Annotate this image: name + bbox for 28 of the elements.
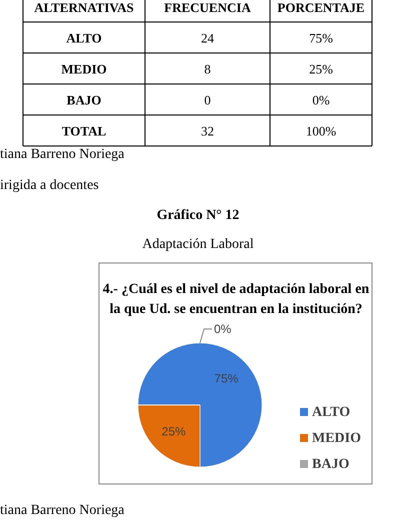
data-label: 25% [162, 424, 186, 438]
chart-title: 4.- ¿Cuál es el nivel de adaptación laboral en la que Ud. se encuentran en la institución? [102, 282, 370, 317]
text: MEDIO [61, 62, 107, 76]
text: FRECUENCIA [164, 0, 252, 15]
text: 25% [309, 62, 334, 76]
text: TOTAL [62, 124, 106, 138]
text: Gráfico N° 12 [156, 208, 240, 223]
text: 0% [214, 322, 232, 336]
text: irigida a docentes [0, 178, 99, 193]
legend-label: BAJO [312, 457, 350, 472]
legend-label: ALTO [312, 405, 350, 420]
text: 24 [201, 30, 214, 46]
text: tiana Barreno Noriega [0, 503, 126, 518]
text: ALTERNATIVAS [34, 0, 134, 15]
text: ALTO [66, 30, 102, 46]
text: Adaptación Laboral [142, 237, 254, 252]
legend-label: MEDIO [312, 431, 362, 446]
text: 0% [312, 92, 330, 108]
data-label: 75% [214, 372, 239, 386]
text: tiana Barreno Noriega [0, 147, 126, 162]
text: PORCENTAJE [277, 0, 365, 15]
text: 100% [306, 124, 336, 138]
text: 32 [201, 124, 214, 138]
text: 0 [204, 92, 211, 108]
text: 8 [204, 62, 211, 76]
pie-slice [138, 342, 262, 468]
text: BAJO [66, 92, 102, 108]
text: 75% [309, 30, 334, 46]
